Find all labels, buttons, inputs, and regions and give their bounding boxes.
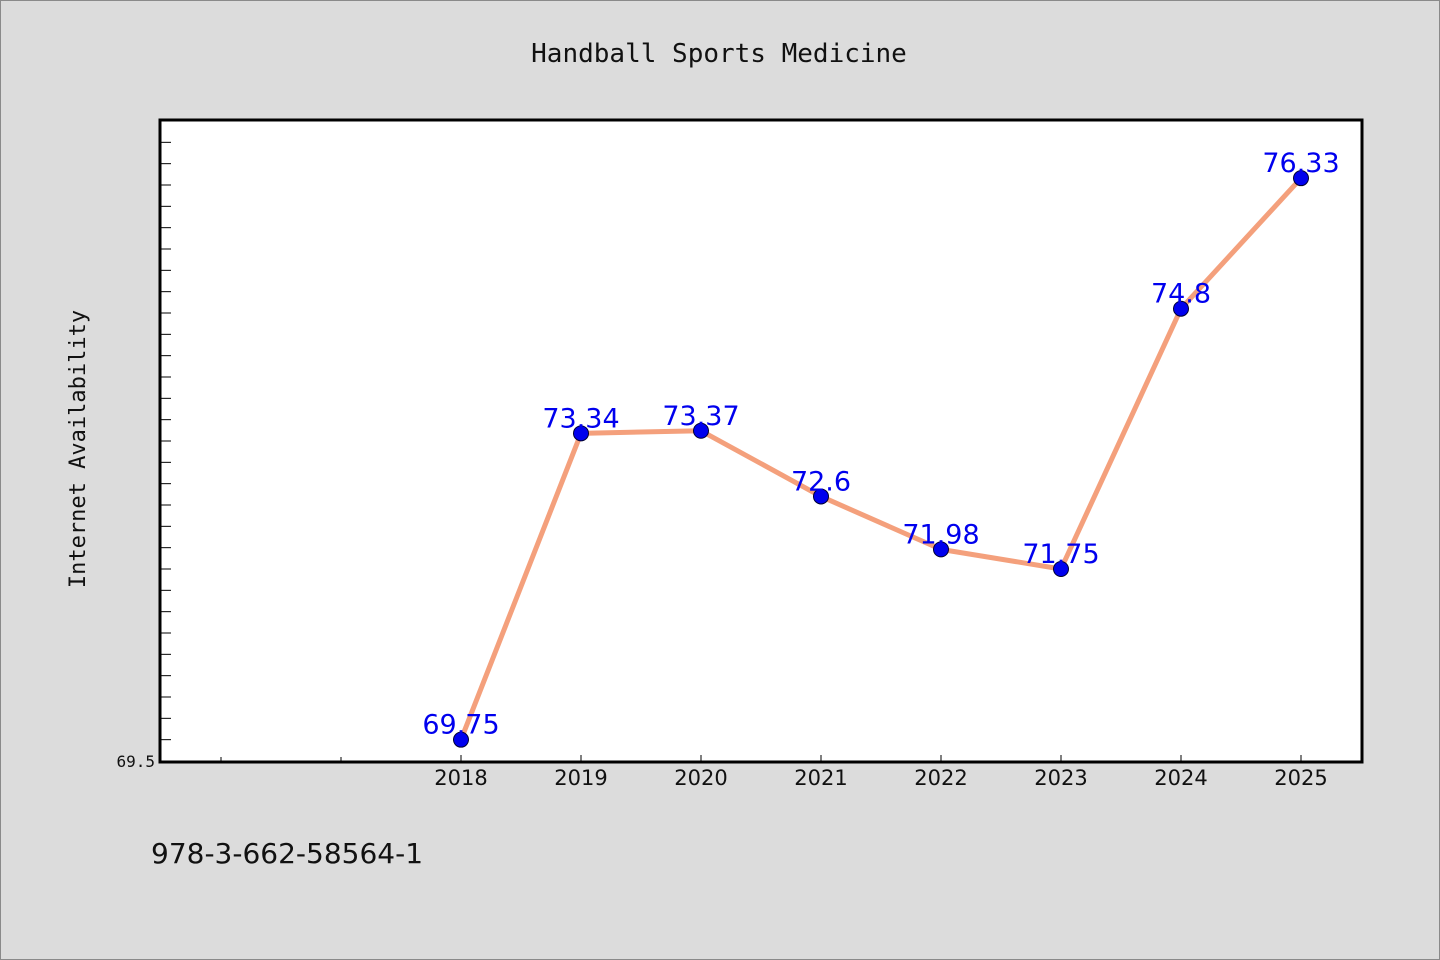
chart-title: Handball Sports Medicine: [531, 39, 907, 69]
y-tick-label: 69.5: [116, 752, 155, 771]
x-tick-label: 2022: [914, 766, 967, 790]
data-point: [573, 425, 589, 442]
y-axis-ticks: 69.5: [116, 141, 171, 771]
data-label: 73.37: [662, 401, 739, 432]
x-tick-label: 2020: [674, 766, 727, 790]
data-point: [453, 731, 469, 748]
data-label: 74.8: [1151, 279, 1211, 310]
marker-layer: [453, 170, 1309, 748]
x-tick-label: 2018: [434, 766, 487, 790]
series-layer: [458, 175, 1304, 743]
data-point: [1053, 561, 1069, 577]
plot-area: [158, 118, 1364, 764]
data-label-layer: 69.75 73.34 73.37 72.6 71.98 71.75 74.8 76.33: [422, 148, 1339, 740]
x-tick-label: 2021: [794, 766, 847, 790]
data-label: 73.34: [542, 403, 619, 434]
x-tick-label: 2024: [1154, 766, 1207, 790]
y-axis-label: Internet Availability: [66, 310, 91, 588]
x-tick-label: 2019: [554, 766, 607, 790]
data-label: 71.98: [902, 519, 979, 550]
x-axis-ticks: 2018 2019 2020 2021 2022 2023 2024 2025: [220, 755, 1328, 790]
x-tick-label: 2025: [1274, 766, 1327, 790]
series-line: [458, 175, 1304, 743]
data-label: 71.75: [1022, 539, 1099, 570]
data-point: [933, 541, 949, 558]
data-label: 69.75: [422, 710, 499, 741]
data-point: [813, 488, 829, 505]
x-tick-label: 2023: [1034, 766, 1087, 790]
isbn-text: 978-3-662-58564-1: [151, 837, 424, 870]
data-point: [1293, 170, 1309, 187]
data-point: [1173, 300, 1189, 317]
data-label: 72.6: [791, 466, 851, 497]
data-label: 76.33: [1262, 148, 1339, 179]
data-point: [693, 422, 709, 439]
